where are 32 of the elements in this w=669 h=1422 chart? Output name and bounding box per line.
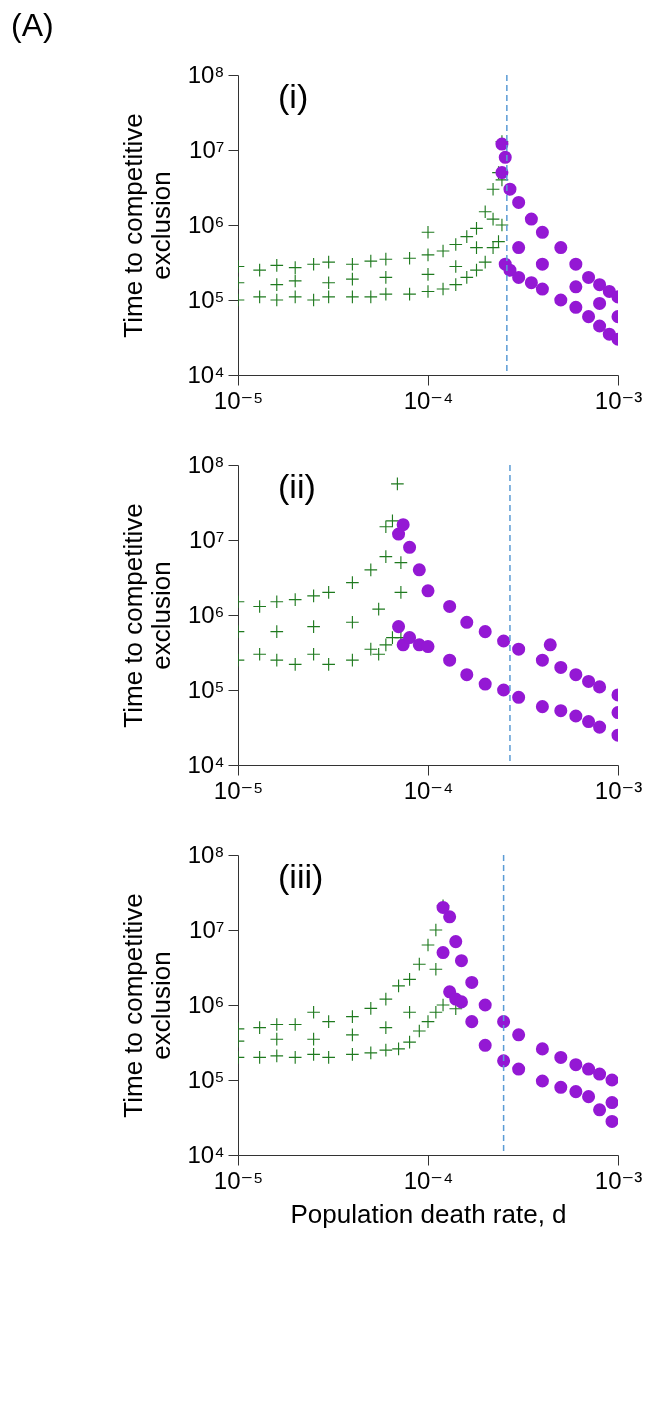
- y-axis-title: Time to competitive exclusion: [118, 113, 177, 338]
- y-tick-label: 10⁷: [189, 525, 225, 553]
- chart-title: (A): [10, 7, 54, 43]
- y-tick-label: 10⁷: [189, 135, 225, 163]
- y-tick-label: 10⁸: [187, 840, 225, 868]
- x-tick-label: 10⁻⁴: [403, 386, 454, 414]
- y-tick-label: 10⁷: [189, 915, 225, 943]
- y-tick-label: 10⁸: [187, 450, 225, 478]
- annotation: (i): [278, 77, 309, 115]
- y-tick-label: 10⁶: [187, 990, 225, 1018]
- y-tick-label: 10⁴: [187, 750, 225, 778]
- x-tick-label: 10⁻³: [594, 1166, 643, 1194]
- y-tick-label: 10⁶: [187, 210, 225, 238]
- x-tick-label: 10⁻⁵: [213, 776, 264, 804]
- annotation: (iii): [278, 857, 324, 895]
- y-tick-label: 10⁴: [187, 360, 225, 388]
- x-tick-label: 10⁻³: [594, 386, 643, 414]
- annotation: (ii): [278, 467, 316, 505]
- y-tick-label: 10⁸: [187, 60, 225, 88]
- y-tick-label: 10⁴: [187, 1140, 225, 1168]
- x-tick-label: 10⁻⁵: [213, 386, 264, 414]
- x-tick-label: 10⁻⁴: [403, 776, 454, 804]
- y-axis-title: Time to competitive exclusion: [118, 503, 177, 728]
- y-tick-label: 10⁵: [187, 675, 225, 703]
- y-axis-title: Time to competitive exclusion: [118, 893, 177, 1118]
- x-tick-label: 10⁻⁴: [403, 1166, 454, 1194]
- y-tick-label: 10⁶: [187, 600, 225, 628]
- x-tick-label: 10⁻⁵: [213, 1166, 264, 1194]
- x-axis-title: Population death rate, d: [290, 1198, 567, 1229]
- y-tick-label: 10⁵: [187, 285, 225, 313]
- y-tick-label: 10⁵: [187, 1065, 225, 1093]
- x-tick-label: 10⁻³: [594, 776, 643, 804]
